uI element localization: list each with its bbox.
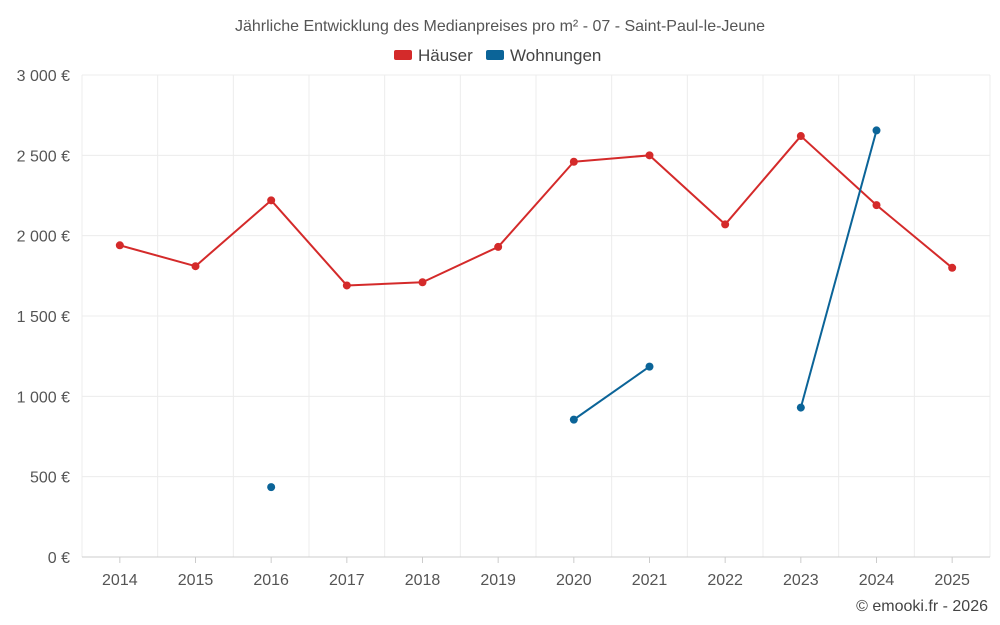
series-line <box>119 135 953 287</box>
x-tick-label: 2023 <box>783 572 819 589</box>
data-point <box>872 126 881 135</box>
legend-swatch <box>394 50 412 60</box>
data-point <box>645 151 654 160</box>
data-point <box>796 132 805 141</box>
y-tick-label: 0 € <box>48 550 70 567</box>
legend: Häuser Wohnungen <box>394 46 601 65</box>
x-tick-label: 2015 <box>178 572 214 589</box>
legend-swatch <box>486 50 504 60</box>
data-point <box>569 157 578 166</box>
legend-label: Wohnungen <box>510 46 601 65</box>
series-line <box>799 130 878 408</box>
series-haeuser <box>115 132 957 290</box>
data-point <box>796 403 805 412</box>
x-tick-label: 2022 <box>707 572 743 589</box>
series-layer <box>115 126 957 492</box>
data-point <box>267 196 276 205</box>
grid <box>81 74 991 557</box>
y-tick-label: 3 000 € <box>17 68 70 85</box>
data-point <box>645 362 654 371</box>
y-tick-label: 1 500 € <box>17 309 70 326</box>
credit: © emooki.fr - 2026 <box>856 598 988 615</box>
data-point <box>494 242 503 251</box>
data-point <box>872 201 881 210</box>
data-point <box>115 241 124 250</box>
y-tick-label: 2 000 € <box>17 229 70 246</box>
x-tick-label: 2025 <box>934 572 970 589</box>
x-tick-label: 2017 <box>329 572 365 589</box>
data-point <box>569 415 578 424</box>
series-wohnungen <box>267 126 881 492</box>
data-point <box>191 262 200 271</box>
data-point <box>721 220 730 229</box>
y-tick-label: 1 000 € <box>17 389 70 406</box>
data-point <box>948 263 957 272</box>
x-tick-label: 2021 <box>632 572 668 589</box>
y-tick-label: 2 500 € <box>17 148 70 165</box>
legend-label: Häuser <box>418 46 473 65</box>
data-point <box>342 281 351 290</box>
x-tick-label: 2019 <box>480 572 516 589</box>
data-point <box>418 278 427 287</box>
series-line <box>573 365 651 421</box>
x-tick-label: 2014 <box>102 572 138 589</box>
x-tick-label: 2018 <box>405 572 441 589</box>
x-tick-label: 2016 <box>253 572 289 589</box>
data-point <box>267 483 276 492</box>
y-tick-label: 500 € <box>30 470 70 487</box>
x-tick-label: 2024 <box>859 572 895 589</box>
chart-title: Jährliche Entwicklung des Medianpreises … <box>235 18 765 35</box>
x-tick-label: 2020 <box>556 572 592 589</box>
axes: 0 € 500 € 1 000 € 1 500 € 2 000 € 2 500 € 3 00… <box>17 68 990 589</box>
